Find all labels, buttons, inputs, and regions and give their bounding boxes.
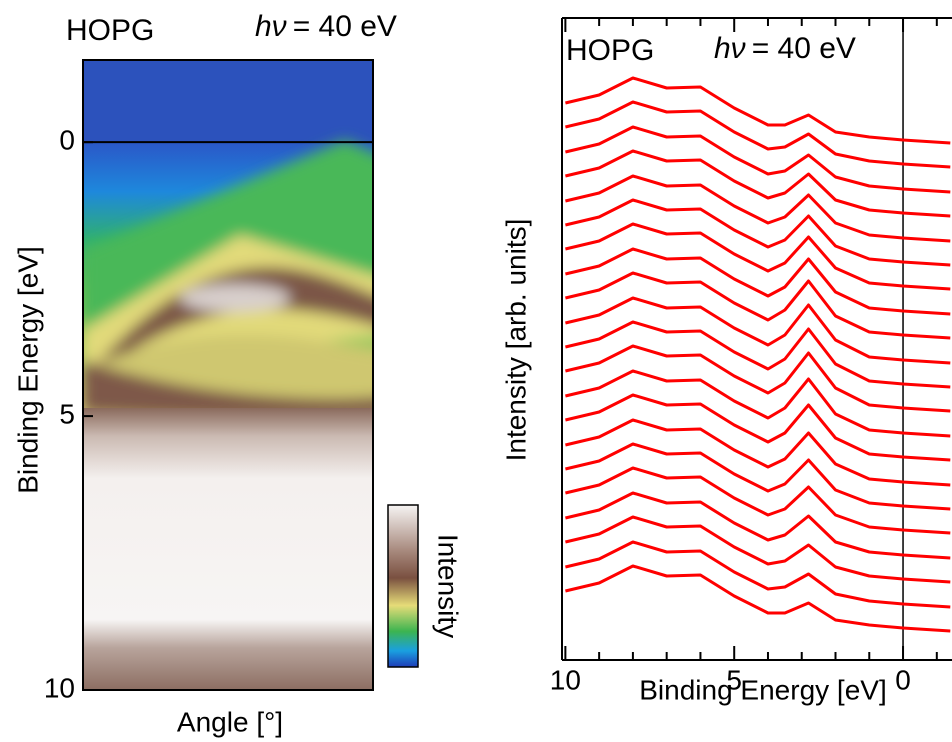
y-tick-label: 10 xyxy=(44,672,75,703)
spectrum xyxy=(565,296,951,365)
spectrum xyxy=(565,540,951,609)
x-axis-label: Angle [°] xyxy=(177,706,283,737)
intensity-map xyxy=(83,60,373,690)
spectrum xyxy=(565,100,951,169)
map-frame xyxy=(82,59,374,691)
spectrum xyxy=(565,515,951,584)
x-tick-label: 10 xyxy=(550,664,581,695)
spectrum xyxy=(565,491,951,560)
spectrum xyxy=(565,198,951,267)
left-annotation: hν = 40 eV xyxy=(255,10,397,43)
spectrum xyxy=(565,222,951,291)
spectrum xyxy=(565,149,951,218)
photon-energy: = 40 eV xyxy=(752,32,856,65)
y-axis-label: Intensity [arb. units] xyxy=(500,219,531,462)
colorbar-label: Intensity xyxy=(433,534,464,638)
y-axis-label: Binding Energy [eV] xyxy=(12,246,43,494)
x-axis-label: Binding Energy [eV] xyxy=(639,674,887,705)
spectrum xyxy=(565,271,951,340)
right-annotation: hν = 40 eV xyxy=(714,32,856,65)
spectrum xyxy=(565,564,951,633)
spectrum xyxy=(565,174,951,243)
spectrum xyxy=(565,466,951,535)
y-tick-label: 5 xyxy=(59,398,75,429)
photon-symbol: hν xyxy=(714,32,746,65)
x-tick-label: 5 xyxy=(726,664,742,695)
photon-energy: = 40 eV xyxy=(293,10,397,43)
spectrum xyxy=(565,125,951,194)
spectrum xyxy=(565,369,951,438)
spectrum xyxy=(565,418,951,487)
right-title: HOPG xyxy=(566,34,654,67)
spectrum xyxy=(565,442,951,511)
spectrum xyxy=(565,247,951,316)
y-tick-label: 0 xyxy=(59,125,75,156)
spectrum xyxy=(565,344,951,413)
colorbar xyxy=(387,504,419,668)
spectrum xyxy=(565,393,951,462)
spectrum xyxy=(565,76,951,145)
spectrum xyxy=(565,320,951,389)
x-tick-label: 0 xyxy=(895,664,911,695)
photon-symbol: hν xyxy=(255,10,287,43)
left-title: HOPG xyxy=(66,14,154,47)
